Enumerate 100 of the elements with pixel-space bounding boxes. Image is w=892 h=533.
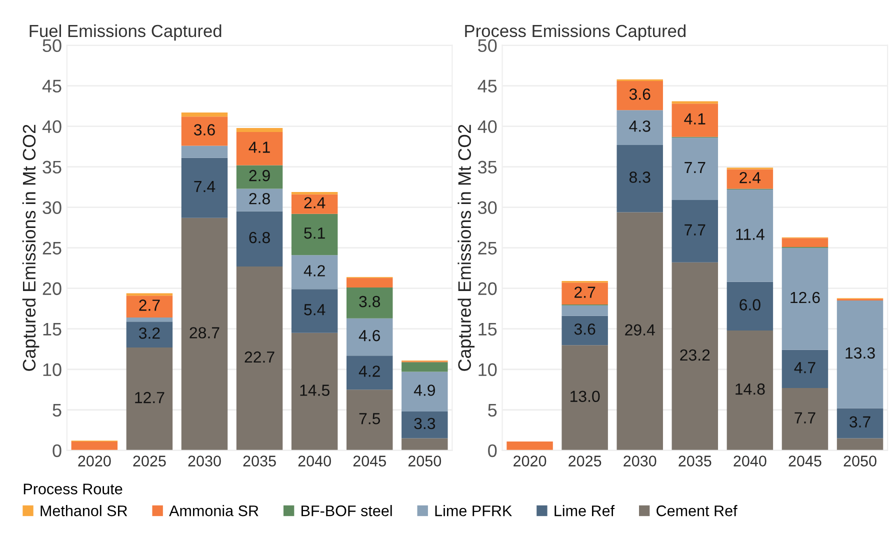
y-tick-label: 0 bbox=[52, 444, 62, 458]
bar bbox=[726, 330, 774, 450]
y-tick-label: 10 bbox=[43, 363, 62, 376]
bar bbox=[836, 438, 884, 450]
bar bbox=[782, 388, 828, 450]
bar bbox=[346, 318, 393, 356]
data-label: 2.9 bbox=[249, 170, 270, 182]
x-tick-label: 2045 bbox=[353, 456, 386, 466]
data-label: 2.8 bbox=[249, 193, 270, 204]
y-tick-label: 45 bbox=[478, 80, 497, 93]
y-tick-label: 20 bbox=[478, 282, 497, 296]
data-label: 2.7 bbox=[574, 286, 596, 298]
bar bbox=[291, 214, 338, 256]
data-label: 2.4 bbox=[304, 197, 326, 208]
data-label: 2.4 bbox=[740, 172, 761, 184]
data-label: 6.8 bbox=[249, 232, 270, 244]
data-label: 13.0 bbox=[570, 390, 600, 402]
y-tick-label: 15 bbox=[478, 322, 497, 336]
data-label: 23.2 bbox=[680, 349, 710, 361]
bar bbox=[71, 441, 118, 450]
bar bbox=[616, 144, 663, 212]
bar bbox=[291, 194, 338, 214]
bar bbox=[672, 262, 718, 450]
y-tick-label: 40 bbox=[478, 120, 497, 134]
bar bbox=[291, 255, 338, 290]
data-label: 5.4 bbox=[304, 304, 326, 316]
bar bbox=[616, 110, 663, 145]
bar bbox=[291, 192, 338, 194]
bar bbox=[672, 200, 718, 262]
bar bbox=[836, 408, 884, 438]
y-tick-label: 50 bbox=[42, 39, 62, 52]
data-label: 4.9 bbox=[414, 384, 436, 396]
y-axis-title: Captured Emissions in Mt CO2 bbox=[22, 124, 40, 371]
bar bbox=[181, 218, 228, 450]
data-label: 4.7 bbox=[794, 362, 816, 374]
y-tick-label: 0 bbox=[488, 444, 497, 458]
data-label: 7.7 bbox=[684, 224, 706, 236]
data-label: 22.7 bbox=[244, 351, 274, 363]
bar bbox=[236, 266, 283, 450]
x-tick-label: 2040 bbox=[298, 456, 331, 466]
data-label: 5.1 bbox=[304, 228, 325, 239]
y-tick-label: 15 bbox=[43, 322, 62, 336]
x-tick-label: 2040 bbox=[734, 456, 766, 466]
y-tick-label: 5 bbox=[52, 404, 62, 417]
data-label: 3.6 bbox=[194, 124, 215, 136]
x-tick-label: 2035 bbox=[243, 456, 276, 466]
data-label: 2.7 bbox=[139, 300, 160, 311]
y-tick-label: 35 bbox=[42, 160, 62, 174]
bar bbox=[126, 347, 173, 450]
data-label: 8.3 bbox=[629, 172, 650, 183]
data-label: 4.1 bbox=[684, 113, 706, 124]
x-tick-label: 2050 bbox=[844, 456, 876, 466]
bar bbox=[236, 165, 283, 189]
y-tick-label: 45 bbox=[42, 80, 62, 93]
data-label: 7.7 bbox=[684, 162, 706, 173]
y-tick-label: 50 bbox=[478, 39, 497, 52]
bar bbox=[562, 282, 608, 305]
bar bbox=[402, 411, 448, 438]
bar bbox=[562, 316, 608, 346]
data-label: 4.3 bbox=[629, 120, 650, 132]
data-label: 7.4 bbox=[194, 181, 216, 192]
legend-label: Methanol SR bbox=[40, 505, 128, 516]
bar bbox=[346, 390, 393, 450]
data-label: 7.7 bbox=[794, 412, 816, 424]
data-label: 3.6 bbox=[574, 323, 596, 335]
y-axis-title: Captured Emissions in Mt CO2 bbox=[458, 124, 475, 371]
data-label: 14.5 bbox=[300, 384, 330, 396]
data-label: 12.7 bbox=[135, 392, 164, 404]
data-label: 4.2 bbox=[358, 366, 380, 377]
bar bbox=[562, 305, 608, 316]
data-label: 4.1 bbox=[248, 142, 270, 153]
data-label: 29.4 bbox=[625, 324, 655, 336]
legend-label: Lime Ref bbox=[554, 505, 615, 516]
bar bbox=[726, 282, 774, 330]
y-tick-label: 20 bbox=[42, 282, 62, 296]
y-tick-label: 30 bbox=[478, 201, 497, 214]
data-label: 3.2 bbox=[138, 328, 160, 339]
x-tick-label: 2050 bbox=[408, 456, 442, 466]
data-label: 13.3 bbox=[846, 347, 875, 359]
bar bbox=[236, 211, 283, 266]
bar bbox=[402, 438, 448, 450]
data-label: 3.7 bbox=[850, 416, 870, 428]
data-label: 7.5 bbox=[359, 413, 380, 424]
x-tick-label: 2035 bbox=[678, 456, 712, 466]
data-label: 4.6 bbox=[358, 330, 380, 342]
bar bbox=[346, 356, 393, 390]
bar bbox=[782, 248, 828, 350]
bar bbox=[181, 146, 228, 158]
legend-label: Ammonia SR bbox=[169, 505, 258, 516]
bar bbox=[126, 318, 173, 322]
legend-label: Lime PFRK bbox=[435, 505, 512, 516]
y-tick-label: 30 bbox=[42, 201, 62, 214]
bar bbox=[291, 332, 338, 450]
bar bbox=[236, 128, 283, 132]
bar bbox=[402, 362, 448, 372]
data-label: 4.2 bbox=[304, 265, 325, 276]
x-tick-label: 2025 bbox=[568, 456, 602, 466]
x-tick-label: 2020 bbox=[78, 456, 111, 466]
bar bbox=[126, 293, 173, 296]
bar bbox=[562, 345, 608, 450]
